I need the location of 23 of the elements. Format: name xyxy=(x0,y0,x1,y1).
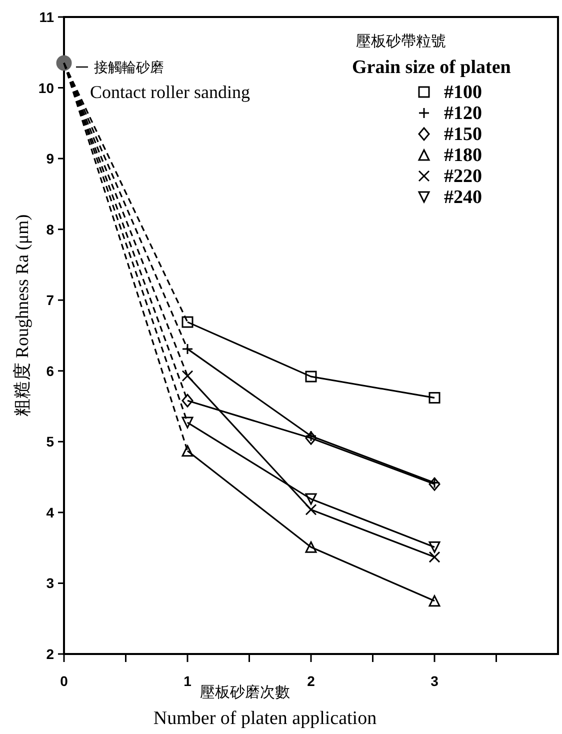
x-tick-label: 2 xyxy=(307,673,316,689)
y-axis-title: 粗糙度 Roughness Ra (μm) xyxy=(12,214,32,417)
legend-label: #180 xyxy=(444,145,482,166)
y-tick-label: 3 xyxy=(46,575,54,592)
y-tick-label: 7 xyxy=(46,292,54,308)
legend-title: 壓板砂帶粒號 Grain size of platen xyxy=(352,33,512,78)
legend-label: #220 xyxy=(444,166,482,187)
x-tick-label: 1 xyxy=(184,673,192,689)
x-tick-label: 0 xyxy=(60,673,68,689)
y-tick-label: 4 xyxy=(46,504,54,520)
legend-label: #120 xyxy=(444,103,482,124)
legend-label: #150 xyxy=(444,124,482,145)
y-tick-label: 2 xyxy=(46,646,54,662)
legend-label: #100 xyxy=(444,82,482,103)
legend-label: #240 xyxy=(444,187,482,208)
y-tick-label: 11 xyxy=(39,9,54,25)
y-tick-label: 8 xyxy=(46,221,54,238)
y-tick-label: 10 xyxy=(38,80,54,96)
y-tick-label: 6 xyxy=(46,362,54,379)
y-tick-label: 5 xyxy=(46,434,54,450)
annotation: 接觸輪砂磨 Contact roller sanding xyxy=(76,61,250,102)
x-tick-label: 3 xyxy=(430,673,439,689)
y-tick-label: 9 xyxy=(46,150,54,167)
